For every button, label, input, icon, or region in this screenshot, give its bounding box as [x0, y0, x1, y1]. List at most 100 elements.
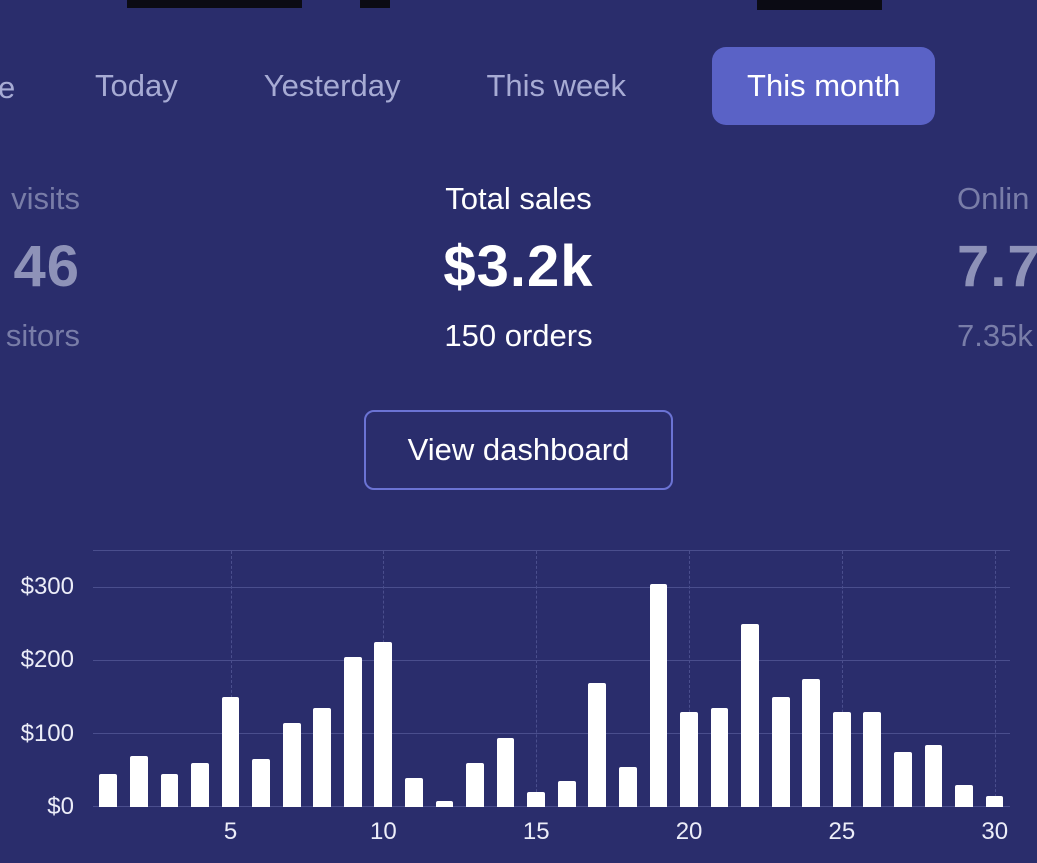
- bar-slot: [582, 551, 613, 807]
- bar-slot: [704, 551, 735, 807]
- bar-day-27: [894, 752, 912, 807]
- bar-slot: [918, 551, 949, 807]
- stat-value: $3.2k: [443, 234, 594, 299]
- bar-day-28: [924, 744, 943, 807]
- stat-label: Onlin: [957, 181, 1030, 216]
- cropped-ui-fragment: [757, 0, 882, 10]
- bar-day-19: [649, 583, 668, 807]
- bar-day-11: [405, 777, 423, 807]
- bar-slot: [307, 551, 338, 807]
- v-gridline-dashed: [994, 551, 996, 807]
- bar-slot: [979, 551, 1010, 807]
- x-axis-tick-label: 20: [675, 818, 703, 845]
- bar-slot: [674, 551, 705, 807]
- bar-day-20: [680, 711, 698, 807]
- bar-day-9: [343, 657, 362, 807]
- x-axis-tick-label: 10: [370, 818, 397, 845]
- bar-day-6: [252, 759, 270, 807]
- y-axis-tick-label: $300: [20, 572, 74, 600]
- bar-slot: [643, 551, 674, 807]
- h-gridline: [93, 732, 1010, 734]
- bar-day-25: [832, 711, 851, 807]
- bar-day-4: [191, 763, 209, 807]
- h-gridline: [93, 659, 1010, 661]
- chart-x-axis: 5 10 15 20 25 30: [93, 818, 1010, 854]
- bar-day-10: [374, 642, 393, 807]
- bar-slot: [276, 551, 307, 807]
- bar-day-14: [496, 737, 515, 807]
- bar-slot: [949, 551, 980, 807]
- bar-slot: [765, 551, 796, 807]
- bar-day-15: [527, 792, 546, 807]
- stat-label: visits: [11, 181, 80, 216]
- bar-slot: [796, 551, 827, 807]
- v-gridline-dashed: [230, 551, 232, 807]
- view-dashboard-button[interactable]: View dashboard: [363, 410, 674, 490]
- bar-day-17: [588, 682, 607, 807]
- chart-y-axis: $0 $100 $200 $300: [0, 550, 80, 820]
- h-gridline: [93, 806, 1010, 807]
- bar-slot: [827, 551, 858, 807]
- bar-day-7: [282, 722, 301, 807]
- bar-slot: [93, 551, 124, 807]
- bar-day-18: [618, 766, 637, 807]
- stat-store-visits: visits 46 sitors: [0, 181, 80, 354]
- h-gridline: [93, 586, 1010, 588]
- stat-total-sales: Total sales $3.2k 150 orders: [0, 181, 1037, 354]
- v-gridline-dashed: [841, 551, 843, 807]
- bar-day-5: [221, 697, 240, 807]
- bar-day-26: [863, 711, 882, 807]
- tab-yesterday[interactable]: Yesterday: [263, 68, 401, 103]
- tab-this-month[interactable]: This month: [712, 47, 936, 125]
- stat-sub: 7.35k: [957, 318, 1033, 353]
- bar-slot: [613, 551, 644, 807]
- bar-slot: [888, 551, 919, 807]
- y-axis-tick-label: $200: [20, 646, 74, 674]
- bar-slot: [460, 551, 491, 807]
- stat-value: 7.7: [957, 234, 1037, 299]
- bar-slot: [215, 551, 246, 807]
- stat-value: 46: [13, 234, 80, 299]
- bar-day-2: [129, 755, 148, 807]
- bar-slot: [124, 551, 155, 807]
- bar-day-22: [741, 624, 759, 807]
- y-axis-tick-label: $0: [47, 793, 74, 820]
- bar-slot: [429, 551, 460, 807]
- v-gridline-dashed: [536, 551, 538, 807]
- bars-container: [93, 551, 1010, 807]
- x-axis-tick-label: 5: [223, 818, 238, 845]
- bar-slot: [185, 551, 216, 807]
- cropped-ui-fragment: [127, 0, 302, 8]
- bar-slot: [551, 551, 582, 807]
- cropped-ui-fragment: [360, 0, 390, 8]
- bar-day-1: [99, 774, 118, 807]
- bar-day-29: [955, 785, 973, 807]
- tab-today[interactable]: Today: [95, 68, 178, 103]
- bar-day-24: [802, 679, 821, 807]
- v-gridline-dashed: [689, 551, 691, 807]
- tab-cropped-left[interactable]: e: [0, 70, 16, 105]
- bar-day-30: [985, 796, 1004, 807]
- bar-slot: [857, 551, 888, 807]
- bar-slot: [521, 551, 552, 807]
- bar-day-21: [710, 708, 729, 807]
- bar-slot: [368, 551, 399, 807]
- tab-this-week[interactable]: This week: [486, 68, 627, 103]
- bar-slot: [154, 551, 185, 807]
- stat-online-sessions: Onlin 7.7 7.35k: [957, 181, 1037, 354]
- stat-sub: sitors: [5, 318, 80, 353]
- bar-slot: [490, 551, 521, 807]
- bar-slot: [338, 551, 369, 807]
- bar-day-13: [466, 763, 484, 807]
- bar-day-8: [313, 708, 332, 807]
- date-range-tabs: Today Yesterday This week This month: [95, 47, 936, 125]
- bar-day-16: [557, 781, 576, 807]
- y-axis-tick-label: $100: [20, 719, 74, 747]
- x-axis-tick-label: 25: [828, 818, 856, 845]
- bar-day-3: [160, 774, 179, 807]
- bar-slot: [399, 551, 430, 807]
- sales-bar-chart: [93, 550, 1010, 807]
- stat-label: Total sales: [445, 181, 592, 216]
- x-axis-tick-label: 30: [981, 818, 1009, 845]
